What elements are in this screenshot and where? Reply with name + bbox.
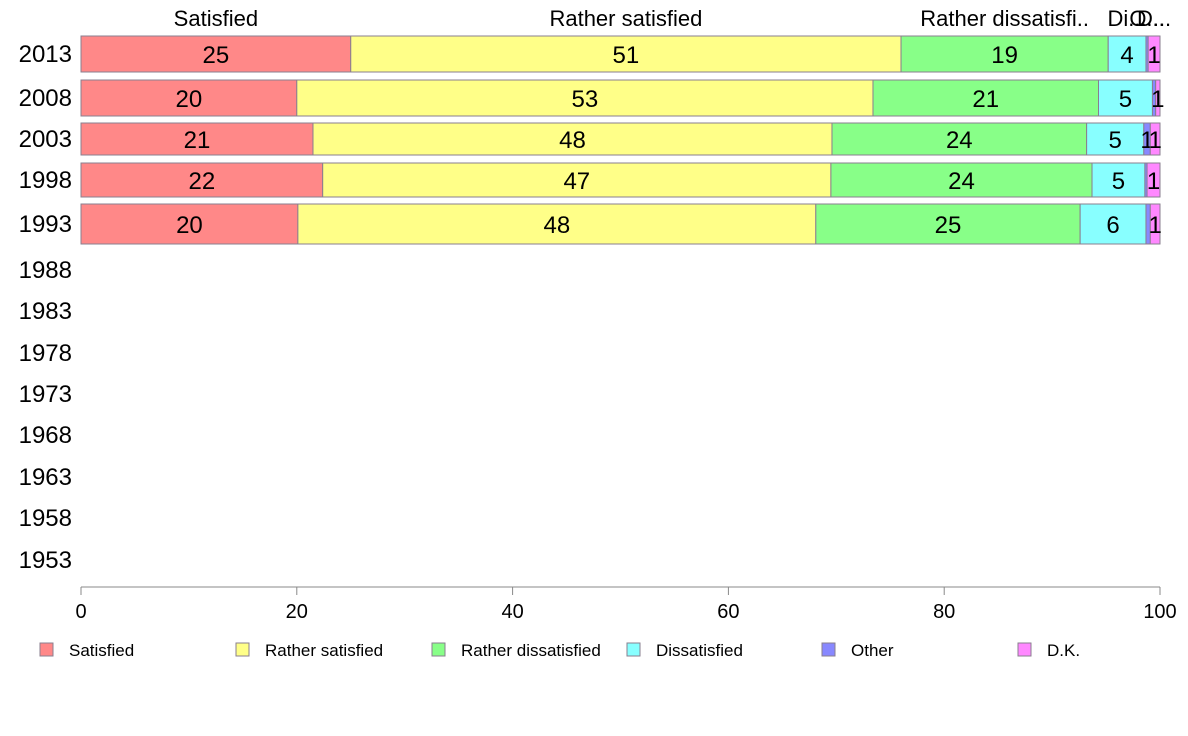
category-label-2003: 2003 bbox=[19, 126, 72, 153]
category-label-1978: 1978 bbox=[19, 340, 72, 367]
bar-1993-satisfied bbox=[80, 203, 299, 245]
bar-2003-rather-dissatisfied bbox=[831, 122, 1088, 156]
legend-label-d-k-: D.K. bbox=[1047, 641, 1080, 660]
data-label-2008-5: 1 bbox=[1151, 86, 1164, 113]
bar-1998-dissatisfied bbox=[1091, 162, 1146, 198]
data-label-1998-1: 47 bbox=[563, 168, 590, 195]
legend-swatch-satisfied bbox=[39, 642, 54, 657]
x-axis: 0 20 40 60 80 100 bbox=[75, 586, 1177, 623]
bar-2003-d-k- bbox=[1149, 122, 1161, 156]
data-label-2013-0: 25 bbox=[203, 42, 230, 69]
legend-label-dissatisfied: Dissatisfied bbox=[656, 641, 743, 660]
legend-label-rather-dissatisfied: Rather dissatisfied bbox=[461, 641, 601, 660]
category-labels: 2013 2008 2003 1998 1993 1988 1983 1978 1973 1968… bbox=[19, 41, 72, 574]
data-label-1993-5: 1 bbox=[1148, 212, 1161, 239]
bar-1993-rather-satisfied bbox=[297, 203, 817, 245]
data-label-2008-0: 20 bbox=[176, 86, 203, 113]
bar-2013-d-k- bbox=[1147, 35, 1161, 73]
x-tick-label-40: 40 bbox=[501, 601, 523, 623]
legend: Satisfied Rather satisfied Rather dissatis… bbox=[39, 641, 1080, 660]
top-label-4: O... bbox=[1129, 6, 1164, 31]
data-label-2008-1: 53 bbox=[572, 86, 599, 113]
category-label-1988: 1988 bbox=[19, 257, 72, 284]
top-label-0: Satisfied bbox=[174, 6, 258, 31]
data-label-2003-2: 24 bbox=[946, 127, 973, 154]
category-label-1973: 1973 bbox=[19, 381, 72, 408]
bar-2003-dissatisfied bbox=[1086, 122, 1145, 156]
bar-2013-satisfied bbox=[80, 35, 352, 73]
bar-1993-rather-dissatisfied bbox=[815, 203, 1081, 245]
top-label-1: Rather satisfied bbox=[549, 6, 702, 31]
legend-swatch-rather-satisfied bbox=[235, 642, 250, 657]
bar-2003-satisfied bbox=[80, 122, 314, 156]
legend-label-other: Other bbox=[851, 641, 894, 660]
data-label-2013-3: 4 bbox=[1120, 42, 1133, 69]
category-label-1983: 1983 bbox=[19, 298, 72, 325]
bar-2008-rather-satisfied bbox=[296, 79, 874, 117]
category-label-1958: 1958 bbox=[19, 505, 72, 532]
x-tick-label-20: 20 bbox=[286, 601, 308, 623]
legend-swatch-rather-dissatisfied bbox=[431, 642, 446, 657]
data-label-2013-2: 19 bbox=[991, 42, 1018, 69]
data-label-1993-1: 48 bbox=[543, 212, 570, 239]
legend-swatch-other bbox=[821, 642, 836, 657]
data-label-1993-0: 20 bbox=[176, 212, 203, 239]
data-label-2013-5: 1 bbox=[1147, 42, 1160, 69]
data-label-1998-0: 22 bbox=[188, 168, 215, 195]
data-label-2003-3: 5 bbox=[1109, 127, 1122, 154]
legend-swatch-dissatisfied bbox=[626, 642, 641, 657]
bar-1998-d-k- bbox=[1146, 162, 1161, 198]
data-label-1993-2: 25 bbox=[935, 212, 962, 239]
bar-1998-rather-satisfied bbox=[322, 162, 832, 198]
data-label-2003-0: 21 bbox=[184, 127, 211, 154]
x-tick-label-60: 60 bbox=[717, 601, 739, 623]
category-label-1953: 1953 bbox=[19, 547, 72, 574]
bar-2003-rather-satisfied bbox=[312, 122, 833, 156]
category-label-2008: 2008 bbox=[19, 85, 72, 112]
category-label-2013: 2013 bbox=[19, 41, 72, 68]
data-label-2013-1: 51 bbox=[613, 42, 640, 69]
data-label-2008-3: 5 bbox=[1119, 86, 1132, 113]
data-label-1998-2: 24 bbox=[948, 168, 975, 195]
top-label-2: Rather dissatisfi.. bbox=[920, 6, 1089, 31]
data-label-1998-5: 1 bbox=[1147, 168, 1160, 195]
data-label-2003-5: 1 bbox=[1148, 127, 1161, 154]
top-label-5: D... bbox=[1137, 6, 1171, 31]
top-segment-labels: Satisfied Rather satisfied Rather dissatis… bbox=[174, 6, 1172, 31]
bar-2008-d-k- bbox=[1155, 79, 1161, 117]
category-label-1968: 1968 bbox=[19, 422, 72, 449]
bar-1998-rather-dissatisfied bbox=[830, 162, 1093, 198]
bar-1993-d-k- bbox=[1149, 203, 1161, 245]
data-label-1993-3: 6 bbox=[1106, 212, 1119, 239]
bar-2013-dissatisfied bbox=[1107, 35, 1147, 73]
legend-swatch-d-k- bbox=[1017, 642, 1032, 657]
data-label-1998-3: 5 bbox=[1112, 168, 1125, 195]
legend-label-satisfied: Satisfied bbox=[69, 641, 134, 660]
x-tick-label-100: 100 bbox=[1143, 601, 1176, 623]
data-label-2008-2: 21 bbox=[972, 86, 999, 113]
legend-label-rather-satisfied: Rather satisfied bbox=[265, 641, 383, 660]
bar-2008-dissatisfied bbox=[1097, 79, 1153, 117]
x-tick-label-0: 0 bbox=[75, 601, 86, 623]
bar-2008-satisfied bbox=[80, 79, 298, 117]
top-label-3: Di... bbox=[1108, 6, 1147, 31]
bar-1998-satisfied bbox=[80, 162, 324, 198]
bar-1993-dissatisfied bbox=[1079, 203, 1147, 245]
category-label-1998: 1998 bbox=[19, 167, 72, 194]
data-label-2003-1: 48 bbox=[559, 127, 586, 154]
category-label-1993: 1993 bbox=[19, 211, 72, 238]
category-label-1963: 1963 bbox=[19, 464, 72, 491]
x-tick-label-80: 80 bbox=[933, 601, 955, 623]
